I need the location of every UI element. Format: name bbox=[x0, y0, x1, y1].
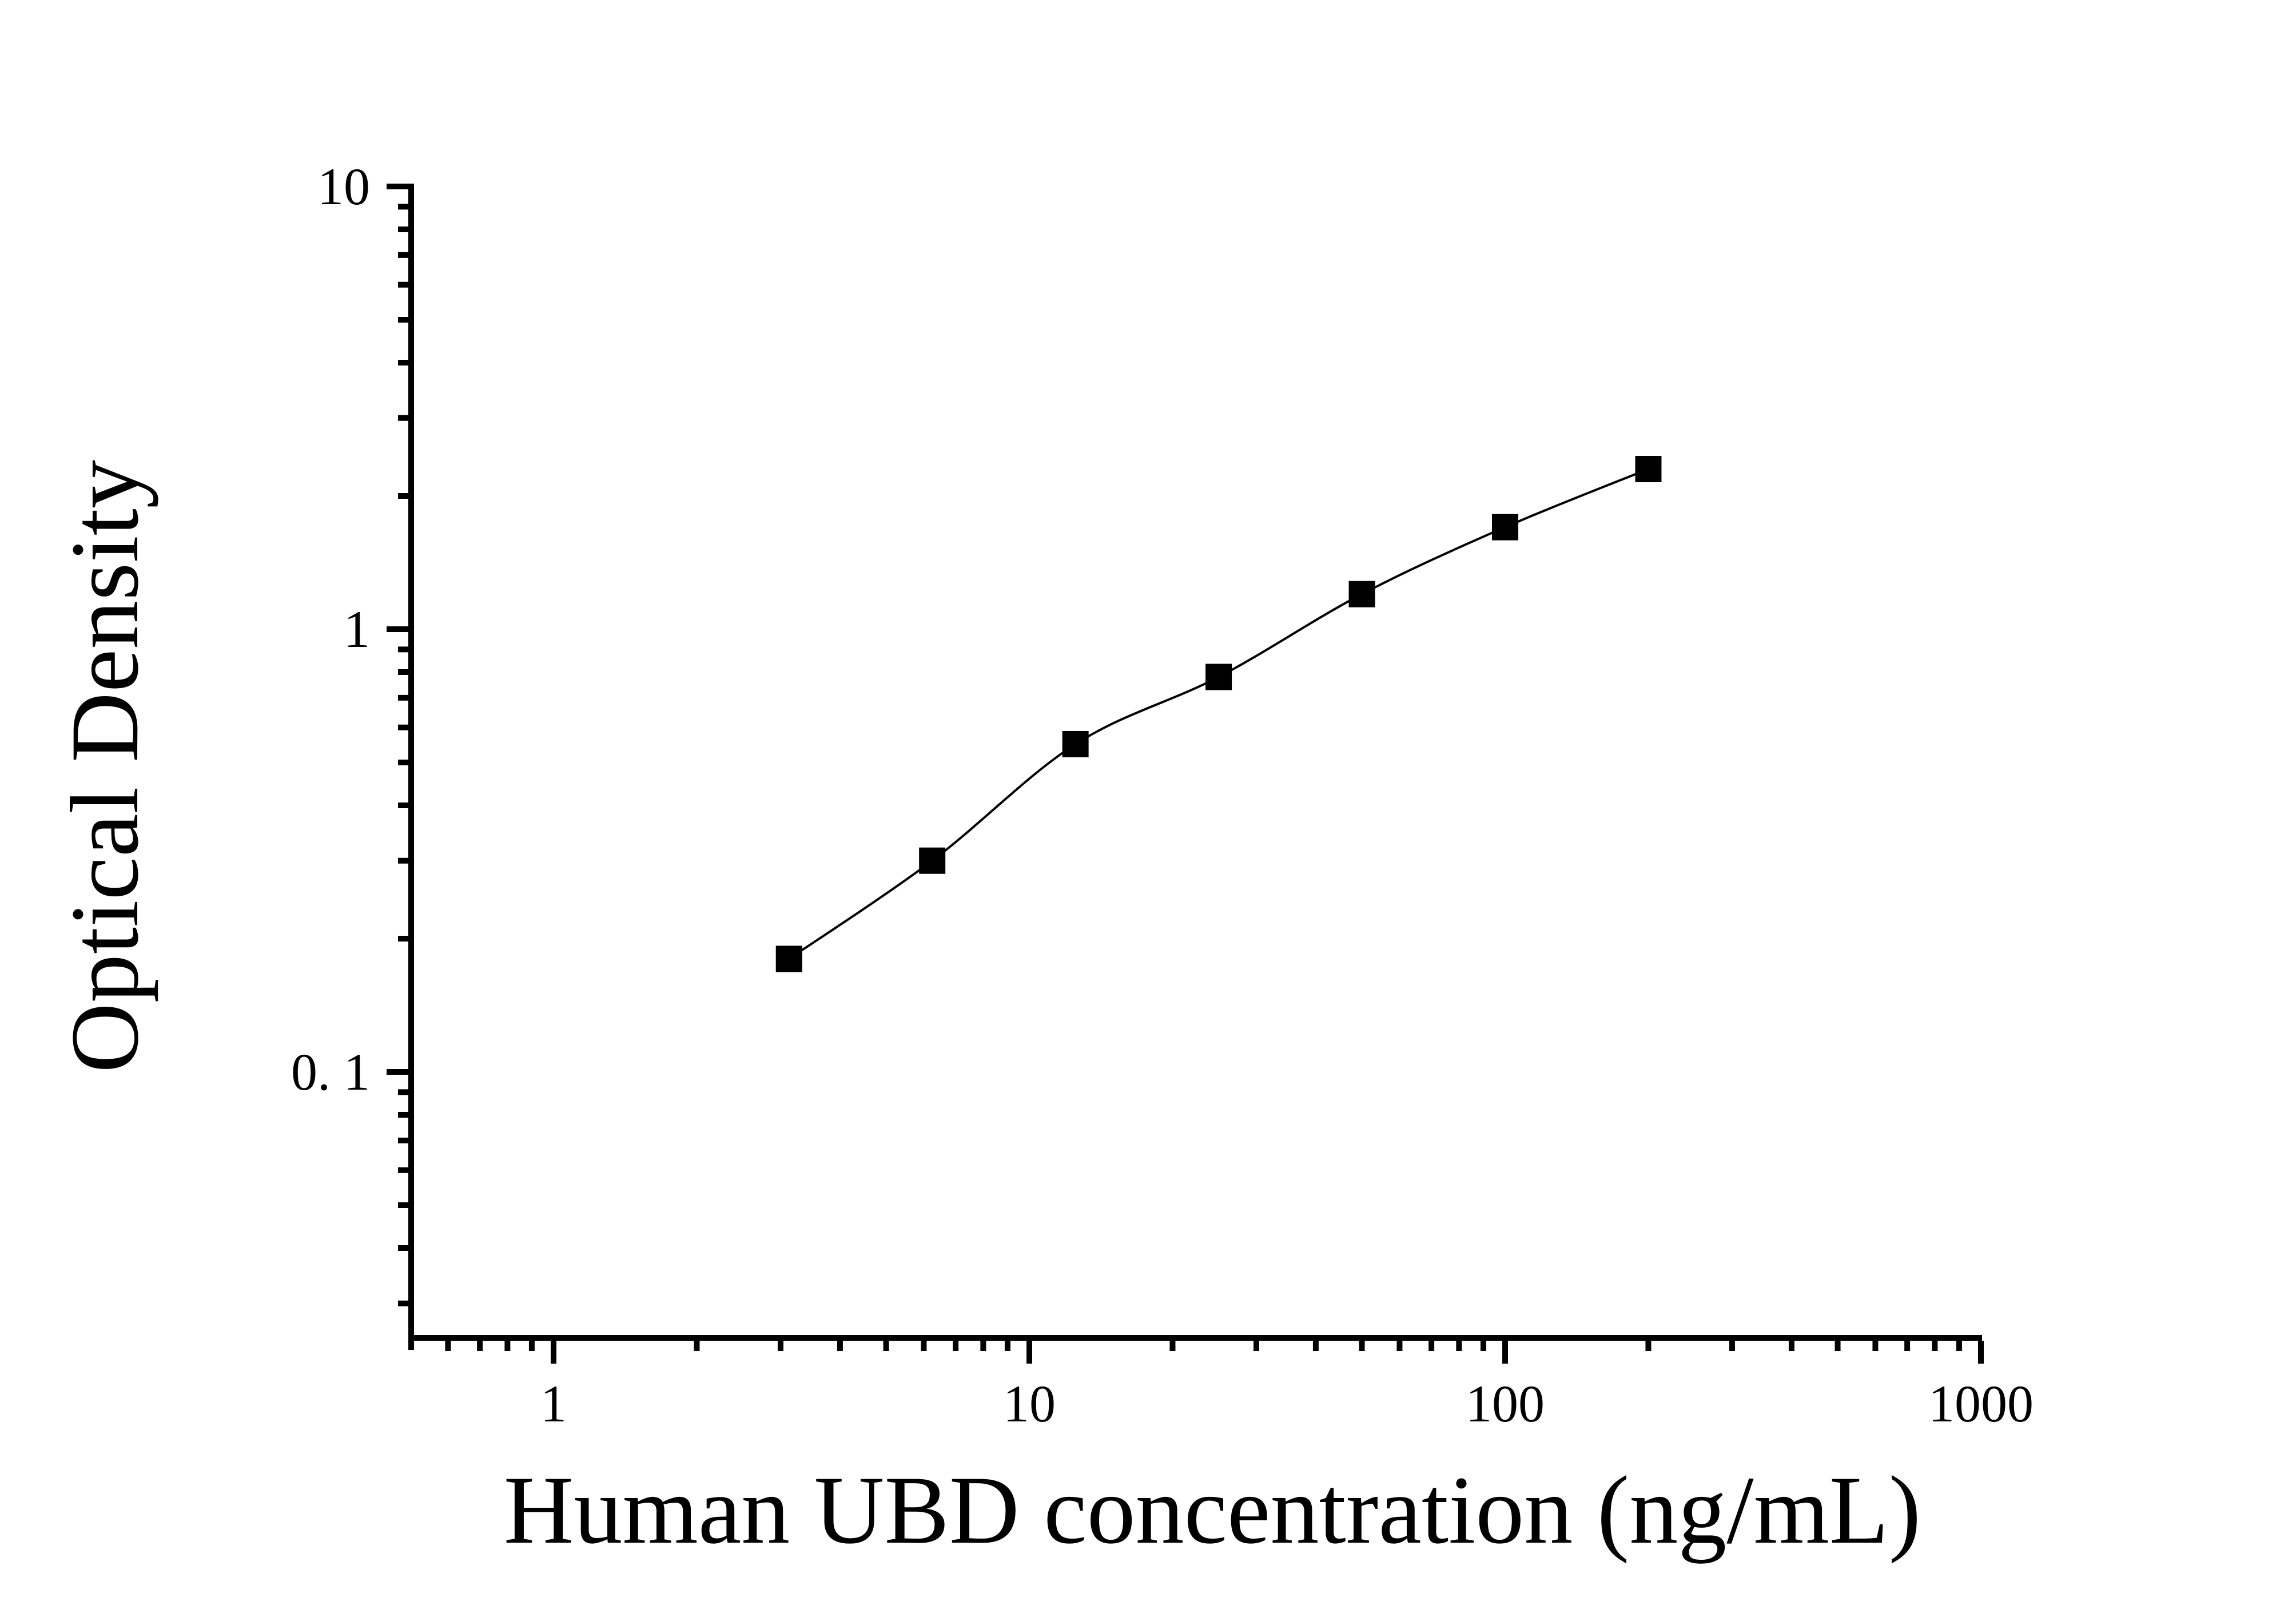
x-tick-label-1: 1 bbox=[540, 1374, 567, 1433]
y-tick-label-0p1: 0. 1 bbox=[291, 1043, 370, 1101]
y-tick-label-10: 10 bbox=[317, 157, 370, 216]
data-point-marker bbox=[1205, 664, 1232, 690]
data-point-marker bbox=[1635, 456, 1662, 483]
data-point-marker bbox=[1492, 514, 1518, 541]
y-axis-title: Optical Density bbox=[51, 460, 158, 1073]
x-tick-label-10: 10 bbox=[1003, 1374, 1056, 1433]
data-point-marker bbox=[1348, 581, 1375, 607]
data-point-marker bbox=[775, 945, 802, 972]
x-axis-title: Human UBD concentration (ng/mL) bbox=[504, 1456, 1921, 1564]
x-tick-label-100: 100 bbox=[1466, 1374, 1545, 1433]
data-point-marker bbox=[1062, 730, 1089, 757]
standard-curve-line bbox=[788, 468, 1649, 960]
plot-area bbox=[387, 184, 1984, 1364]
x-tick-label-1000: 1000 bbox=[1928, 1374, 2034, 1433]
y-tick-label-1: 1 bbox=[344, 600, 370, 658]
data-point-marker bbox=[919, 847, 946, 874]
